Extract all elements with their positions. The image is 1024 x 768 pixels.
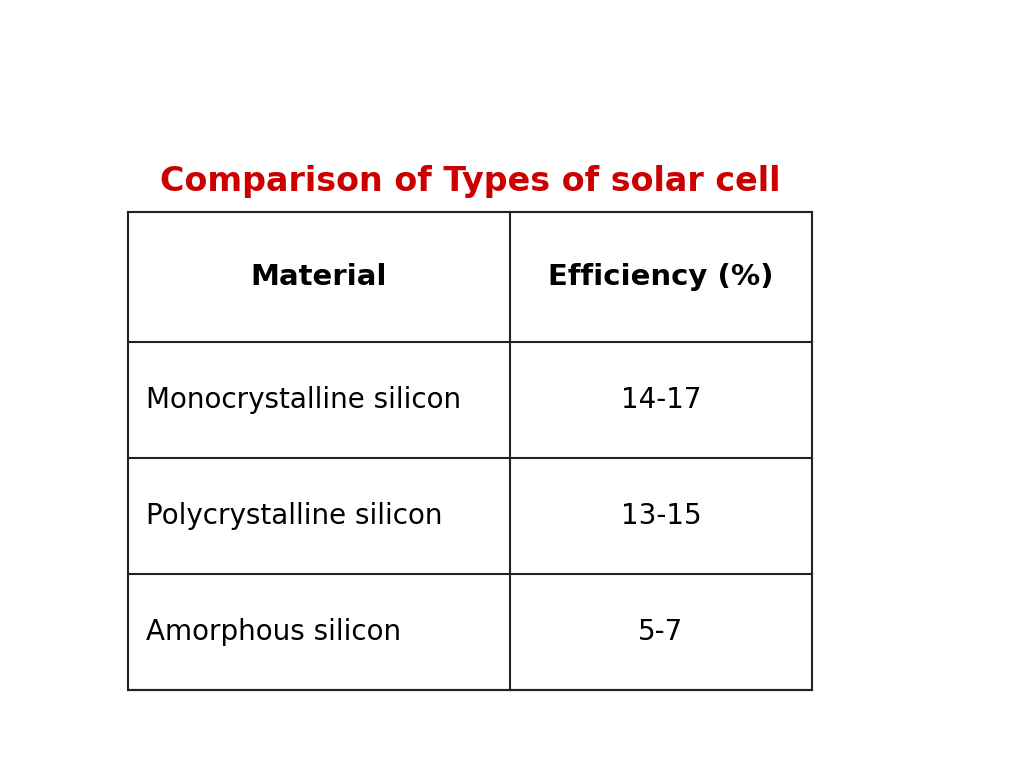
Text: 5-7: 5-7 [638, 618, 684, 646]
Text: Polycrystalline silicon: Polycrystalline silicon [146, 502, 442, 530]
Text: Material: Material [251, 263, 387, 291]
Text: Comparison of Types of solar cell: Comparison of Types of solar cell [160, 165, 780, 198]
Text: Amorphous silicon: Amorphous silicon [146, 618, 401, 646]
Text: Efficiency (%): Efficiency (%) [548, 263, 774, 291]
Text: 14-17: 14-17 [621, 386, 701, 414]
Text: Monocrystalline silicon: Monocrystalline silicon [146, 386, 461, 414]
Text: 13-15: 13-15 [621, 502, 701, 530]
